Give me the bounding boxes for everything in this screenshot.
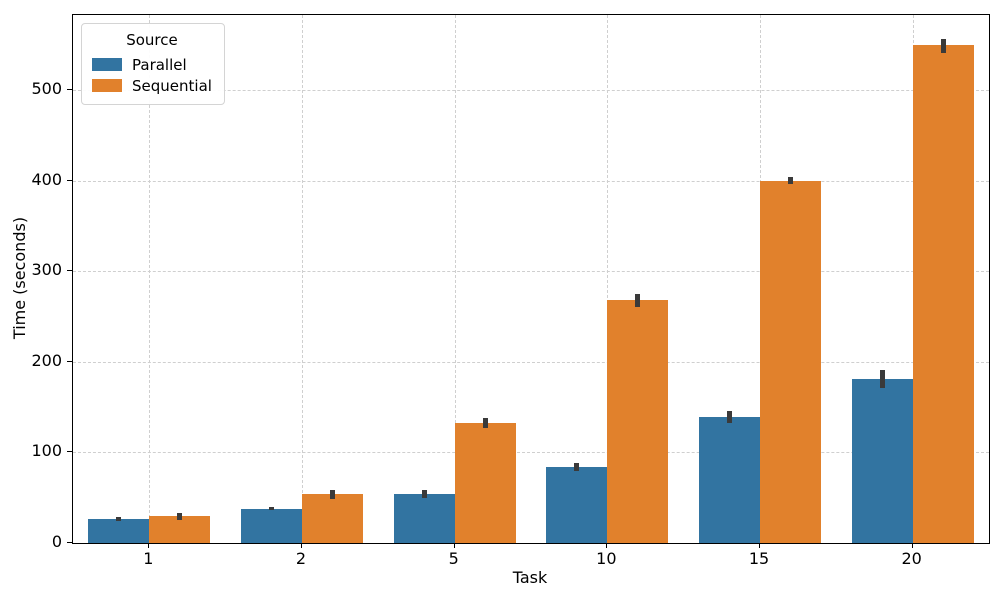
y-tick: [67, 270, 72, 272]
x-tick-label: 10: [596, 549, 617, 568]
x-tick: [301, 543, 302, 548]
bar-parallel-15: [698, 417, 760, 543]
y-tick: [67, 542, 72, 543]
gridline-y-100: [73, 452, 989, 454]
bar-parallel-10: [546, 466, 608, 543]
error-bar-sequential-20: [940, 38, 946, 54]
y-tick-label: 500: [31, 79, 62, 99]
gridline-x-2: [302, 15, 303, 543]
y-tick: [67, 89, 72, 91]
x-tick: [606, 543, 608, 548]
x-tick: [148, 543, 150, 548]
x-tick: [453, 543, 455, 548]
error-bar-parallel-15: [726, 410, 732, 423]
x-tick: [759, 543, 760, 548]
y-tick-label: 100: [31, 441, 62, 461]
gridline-x-5: [454, 15, 456, 543]
error-bar-parallel-20: [879, 370, 885, 389]
x-tick-label: 5: [448, 549, 459, 568]
x-axis-label: Task: [512, 568, 548, 587]
legend-entry-label: Sequential: [132, 76, 212, 95]
x-tick: [911, 543, 913, 548]
gridline-y-400: [73, 180, 989, 182]
x-tick-label: 1: [143, 549, 154, 568]
y-tick: [67, 179, 72, 181]
bar-sequential-10: [607, 300, 669, 543]
y-tick-label: 400: [31, 169, 62, 189]
gridline-y-300: [73, 271, 989, 273]
gridline-x-10: [607, 15, 609, 543]
gridline-y-200: [73, 361, 989, 363]
error-bar-sequential-15: [788, 177, 794, 185]
bar-parallel-1: [88, 519, 150, 543]
y-tick-label: 0: [51, 532, 62, 551]
error-bar-sequential-1: [177, 513, 183, 521]
y-tick: [67, 451, 72, 453]
x-tick-label: 20: [901, 549, 922, 568]
error-bar-parallel-10: [574, 463, 580, 472]
bar-sequential-5: [454, 423, 516, 543]
legend: Source Parallel Sequential: [81, 23, 225, 105]
y-tick: [67, 360, 72, 362]
error-bar-sequential-10: [635, 293, 641, 307]
error-bar-sequential-2: [330, 490, 336, 499]
legend-entry-sequential: Sequential: [92, 75, 212, 96]
error-bar-parallel-1: [116, 516, 122, 522]
bar-sequential-15: [760, 180, 822, 543]
y-tick-label: 300: [31, 260, 62, 280]
bar-parallel-2: [240, 508, 302, 543]
gridline-x-1: [149, 15, 151, 543]
plot-area: Source Parallel Sequential: [72, 14, 990, 544]
bar-parallel-20: [851, 379, 913, 543]
sequential-swatch-icon: [92, 79, 122, 92]
parallel-swatch-icon: [92, 58, 122, 71]
x-tick-label: 15: [748, 549, 770, 568]
legend-entry-parallel: Parallel: [92, 54, 212, 75]
x-tick-label: 2: [295, 549, 307, 568]
bar-sequential-1: [149, 515, 211, 543]
error-bar-parallel-5: [421, 490, 427, 498]
error-bar-parallel-2: [268, 506, 274, 511]
gridline-y-500: [73, 90, 989, 92]
y-tick-label: 200: [31, 350, 62, 370]
legend-title: Source: [126, 31, 178, 49]
legend-entry-label: Parallel: [132, 55, 187, 74]
error-bar-sequential-5: [482, 418, 488, 428]
bar-sequential-20: [912, 44, 974, 543]
bar-sequential-2: [302, 494, 364, 543]
bar-parallel-5: [393, 494, 455, 543]
